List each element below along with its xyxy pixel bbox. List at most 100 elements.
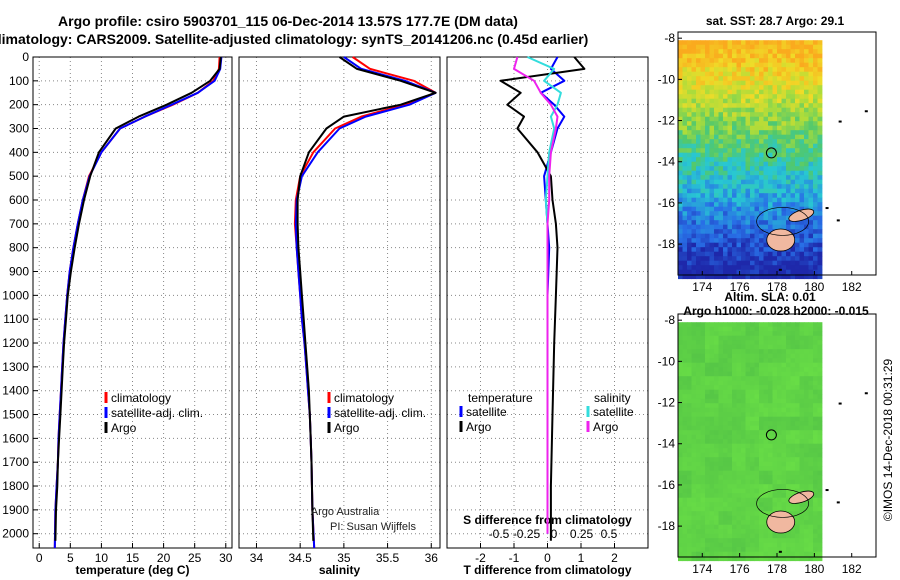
- sst-cell: [705, 157, 710, 163]
- sst-cell: [772, 193, 778, 199]
- sst-cell: [759, 256, 764, 262]
- sst-cell: [754, 103, 760, 109]
- sst-cell: [736, 242, 742, 248]
- sst-cell: [795, 143, 800, 149]
- sla-cell: [705, 394, 710, 400]
- sla-cell: [736, 371, 742, 377]
- sst-cell: [763, 260, 769, 266]
- sst-cell: [700, 121, 706, 127]
- sst-cell: [772, 67, 778, 73]
- sst-cell: [763, 202, 769, 208]
- sla-cell: [709, 340, 715, 346]
- sla-cell: [678, 362, 683, 368]
- sla-cell: [795, 425, 800, 431]
- title-line-2: Climatology: CARS2009. Satellite-adjuste…: [0, 31, 588, 47]
- sst-cell: [741, 224, 746, 230]
- temp-series-2: [54, 56, 222, 541]
- sst-cell: [745, 62, 751, 68]
- sst-cell: [745, 265, 751, 271]
- sst-cell: [705, 80, 710, 86]
- sla-cell: [736, 376, 742, 382]
- sla-cell: [754, 416, 760, 422]
- sla-cell: [813, 430, 818, 436]
- sla-cell: [727, 538, 733, 544]
- sst-cell: [705, 224, 710, 230]
- sla-cell: [736, 493, 742, 499]
- sla-cell: [687, 493, 692, 499]
- sst-cell: [678, 220, 683, 226]
- sst-cell: [813, 260, 818, 266]
- sst-cell: [678, 179, 683, 185]
- sla-cell: [754, 448, 760, 454]
- sst-cell: [804, 44, 809, 50]
- sla-cell: [678, 556, 683, 562]
- sst-cell: [741, 58, 746, 64]
- sla-cell: [687, 542, 692, 548]
- sst-cell: [768, 175, 773, 181]
- sla-cell: [750, 457, 755, 463]
- sst-cell: [813, 58, 818, 64]
- sla-cell: [790, 547, 796, 553]
- sla-cell: [682, 394, 688, 400]
- sst-cell: [768, 256, 773, 262]
- sst-cell: [768, 112, 773, 118]
- sla-cell: [687, 524, 692, 530]
- sst-cell: [727, 107, 733, 113]
- sla-cell: [718, 416, 724, 422]
- sst-cell: [808, 58, 814, 64]
- sst-cell: [777, 269, 782, 275]
- sst-small-island: [836, 219, 840, 222]
- sla-cell: [700, 466, 706, 472]
- sst-cell: [745, 220, 751, 226]
- sst-cell: [804, 67, 809, 73]
- sst-cell: [804, 98, 809, 104]
- sla-cell: [745, 362, 751, 368]
- sst-cell: [732, 67, 737, 73]
- sst-cell: [754, 139, 760, 145]
- sla-cell: [763, 367, 769, 373]
- sla-cell: [759, 452, 764, 458]
- sst-cell: [736, 130, 742, 136]
- sst-cell: [714, 139, 719, 145]
- sla-cell: [817, 493, 823, 499]
- sst-cell: [750, 220, 755, 226]
- sla-cell: [804, 349, 809, 355]
- sst-cell: [718, 94, 724, 100]
- sst-cell: [781, 76, 787, 82]
- sla-cell: [781, 448, 787, 454]
- sst-cell: [723, 157, 728, 163]
- sla-cell: [759, 475, 764, 481]
- sla-cell: [804, 538, 809, 544]
- sst-cell: [736, 166, 742, 172]
- sst-cell: [723, 260, 728, 266]
- sst-cell: [709, 206, 715, 212]
- sla-cell: [736, 340, 742, 346]
- sst-cell: [723, 53, 728, 59]
- sst-cell: [759, 161, 764, 167]
- sla-cell: [813, 533, 818, 539]
- sst-cell: [696, 85, 701, 91]
- sst-cell: [678, 112, 683, 118]
- sla-cell: [750, 452, 755, 458]
- sst-cell: [777, 121, 782, 127]
- sla-cell: [714, 439, 719, 445]
- sla-cell: [750, 367, 755, 373]
- sst-cell: [696, 148, 701, 154]
- sla-cell: [741, 430, 746, 436]
- sst-cell: [799, 188, 805, 194]
- sst-cell: [817, 107, 823, 113]
- sla-cell: [687, 407, 692, 413]
- sst-cell: [691, 206, 697, 212]
- sla-cell: [750, 547, 755, 553]
- sst-cell: [763, 152, 769, 158]
- sla-cell: [763, 497, 769, 503]
- sla-cell: [750, 385, 755, 391]
- sla-cell: [718, 448, 724, 454]
- sla-cell: [754, 331, 760, 337]
- sla-cell: [772, 443, 778, 449]
- sla-cell: [732, 340, 737, 346]
- sla-cell: [759, 479, 764, 485]
- sst-cell: [817, 58, 823, 64]
- sla-cell: [786, 340, 791, 346]
- sla-cell: [682, 326, 688, 332]
